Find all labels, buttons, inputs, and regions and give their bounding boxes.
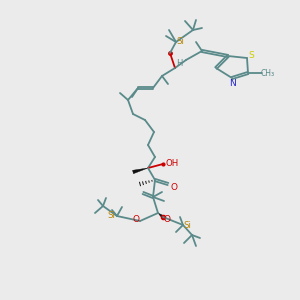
Text: O: O — [164, 215, 170, 224]
Polygon shape — [158, 213, 164, 218]
Text: S: S — [248, 52, 254, 61]
Text: Si: Si — [176, 37, 184, 46]
Text: O: O — [170, 182, 178, 191]
Text: CH₃: CH₃ — [261, 68, 275, 77]
Text: OH: OH — [165, 160, 178, 169]
Text: H: H — [176, 59, 182, 68]
Text: Si: Si — [107, 211, 115, 220]
Text: N: N — [230, 79, 236, 88]
Polygon shape — [133, 168, 148, 174]
Text: O: O — [133, 215, 140, 224]
Text: Si: Si — [183, 220, 191, 230]
